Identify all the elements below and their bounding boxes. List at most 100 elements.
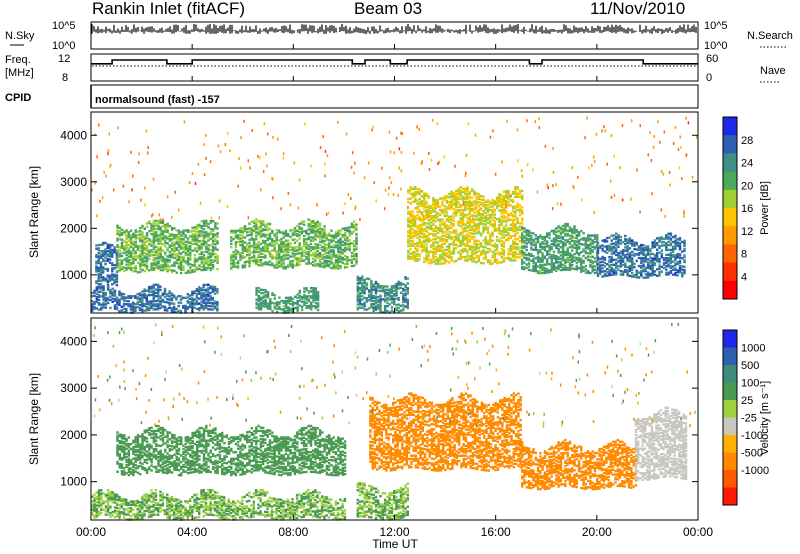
scatter-cell <box>173 256 176 259</box>
scatter-cell <box>482 201 485 205</box>
scatter-cell <box>534 237 537 240</box>
scatter-cell <box>168 244 171 247</box>
scatter-cell <box>386 288 389 291</box>
scatter-cell <box>409 192 412 195</box>
scatter-cell <box>184 245 187 248</box>
scatter-cell <box>287 250 290 254</box>
scatter-cell <box>608 249 611 252</box>
scatter-cell <box>325 251 329 255</box>
scatter-cell <box>619 260 622 263</box>
scatter-cell <box>141 263 144 267</box>
scatter-cell <box>584 271 588 274</box>
scatter-cell <box>170 249 174 252</box>
scatter-cell <box>454 229 458 232</box>
scatter-cell <box>386 309 389 313</box>
scatter-cell <box>525 242 528 245</box>
scatter-cell <box>480 250 483 253</box>
scatter-cell <box>450 226 453 229</box>
scatter-cell <box>568 254 572 257</box>
scatter-cell <box>370 283 373 286</box>
scatter-cell <box>559 241 563 244</box>
scatter-cell <box>316 303 320 307</box>
scatter-cell <box>141 234 144 237</box>
scatter-cell <box>509 257 512 261</box>
scatter-cell <box>621 241 625 244</box>
scatter-cell <box>637 271 641 274</box>
scatter-cell <box>166 247 169 250</box>
scatter-cell <box>323 236 326 239</box>
scatter-cell <box>374 288 378 292</box>
scatter-cell <box>439 220 442 223</box>
scatter-cell <box>477 209 481 212</box>
scatter-cell <box>582 243 585 246</box>
scatter-cell <box>262 256 265 259</box>
scatter-cell <box>356 288 359 292</box>
scatter-cell <box>163 289 167 292</box>
scatter-cell <box>518 240 522 243</box>
scatter-cell <box>511 221 515 225</box>
scatter-cell <box>575 268 578 271</box>
scatter-cell <box>214 259 217 262</box>
scatter-cell <box>543 270 547 273</box>
scatter-cell <box>386 298 389 301</box>
scatter-cell <box>332 265 335 268</box>
scatter-cell <box>596 250 600 253</box>
scatter-cell <box>341 256 344 260</box>
scatter-cell <box>411 220 415 223</box>
nsky-hi-label: 10^5 <box>52 20 76 32</box>
scatter-cell <box>406 292 409 295</box>
scatter-cell <box>393 302 396 306</box>
scatter-cell <box>454 232 458 235</box>
scatter-cell <box>603 239 607 242</box>
scatter-cell <box>372 283 375 286</box>
scatter-cell <box>282 236 285 239</box>
scatter-cell <box>193 257 197 260</box>
scatter-cell <box>332 262 335 265</box>
scatter-cell <box>361 282 364 285</box>
scatter-cell <box>189 245 192 248</box>
scatter-cell <box>427 255 430 258</box>
scatter-cell <box>175 261 178 265</box>
scatter-cell <box>111 244 114 247</box>
scatter-cell <box>262 220 265 223</box>
scatter-cell <box>284 229 288 233</box>
scatter-cell <box>358 295 362 298</box>
scatter-cell <box>334 233 338 236</box>
scatter-cell <box>432 215 435 218</box>
scatter-cell <box>633 244 636 248</box>
scatter-cell <box>527 231 531 234</box>
scatter-cell <box>321 236 324 239</box>
scatter-cell <box>168 301 171 305</box>
scatter-cell <box>164 258 167 261</box>
scatter-cell <box>241 264 244 267</box>
scatter-cell <box>491 251 494 254</box>
scatter-cell <box>374 306 378 310</box>
scatter-cell <box>259 304 263 308</box>
scatter-cell <box>323 246 326 249</box>
scatter-cell <box>163 291 167 294</box>
scatter-cell <box>282 249 285 252</box>
scatter-cell <box>307 250 310 254</box>
scatter-cell <box>420 195 424 198</box>
scatter-cell <box>427 212 430 216</box>
scatter-cell <box>312 257 315 260</box>
scatter-cell <box>177 301 180 304</box>
scatter-cell <box>193 247 197 250</box>
scatter-cell <box>296 259 299 262</box>
scatter-cell <box>145 266 149 269</box>
scatter-cell <box>367 277 371 281</box>
scatter-cell <box>189 258 192 261</box>
scatter-cell <box>155 224 158 227</box>
scatter-cell <box>555 237 558 240</box>
scatter-cell <box>491 239 494 242</box>
scatter-cell <box>325 233 329 237</box>
scatter-cell <box>305 247 308 251</box>
scatter-cell <box>489 239 492 243</box>
scatter-cell <box>141 301 144 305</box>
scatter-cell <box>548 271 551 274</box>
scatter-cell <box>120 259 124 262</box>
scatter-cell <box>350 255 354 258</box>
scatter-cell <box>475 192 478 195</box>
scatter-cell <box>346 236 349 239</box>
scatter-cell <box>298 243 301 247</box>
